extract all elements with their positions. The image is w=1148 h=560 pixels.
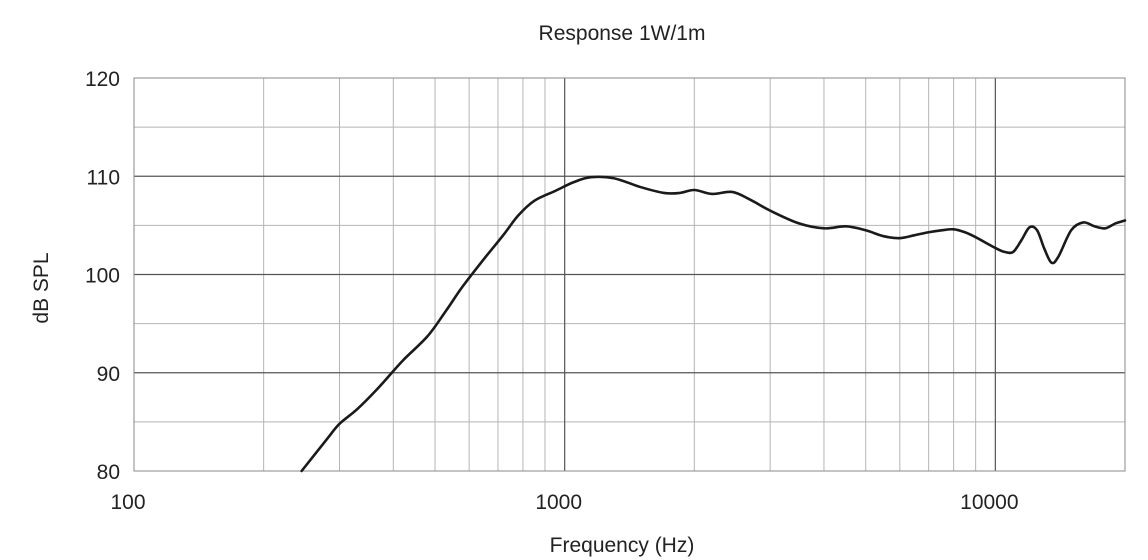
x-axis-tick-labels: 100 1000 10000 (110, 491, 1018, 514)
y-tick-label: 120 (85, 68, 120, 91)
x-tick-label: 10000 (960, 491, 1018, 514)
x-tick-label: 1000 (535, 491, 582, 514)
y-tick-label: 100 (85, 265, 120, 288)
y-axis-tick-labels: 80 90 100 110 120 (85, 68, 120, 484)
response-curve (300, 175, 1127, 473)
x-axis-label: Frequency (Hz) (550, 534, 695, 557)
x-tick-label: 100 (110, 491, 145, 514)
chart-title: Response 1W/1m (539, 22, 706, 45)
y-axis-label: dB SPL (30, 252, 53, 323)
plot-area-frame (133, 77, 1126, 472)
y-tick-label: 110 (87, 166, 120, 189)
major-gridlines (134, 78, 1125, 471)
y-tick-label: 90 (97, 363, 120, 386)
y-tick-label: 80 (97, 461, 120, 484)
